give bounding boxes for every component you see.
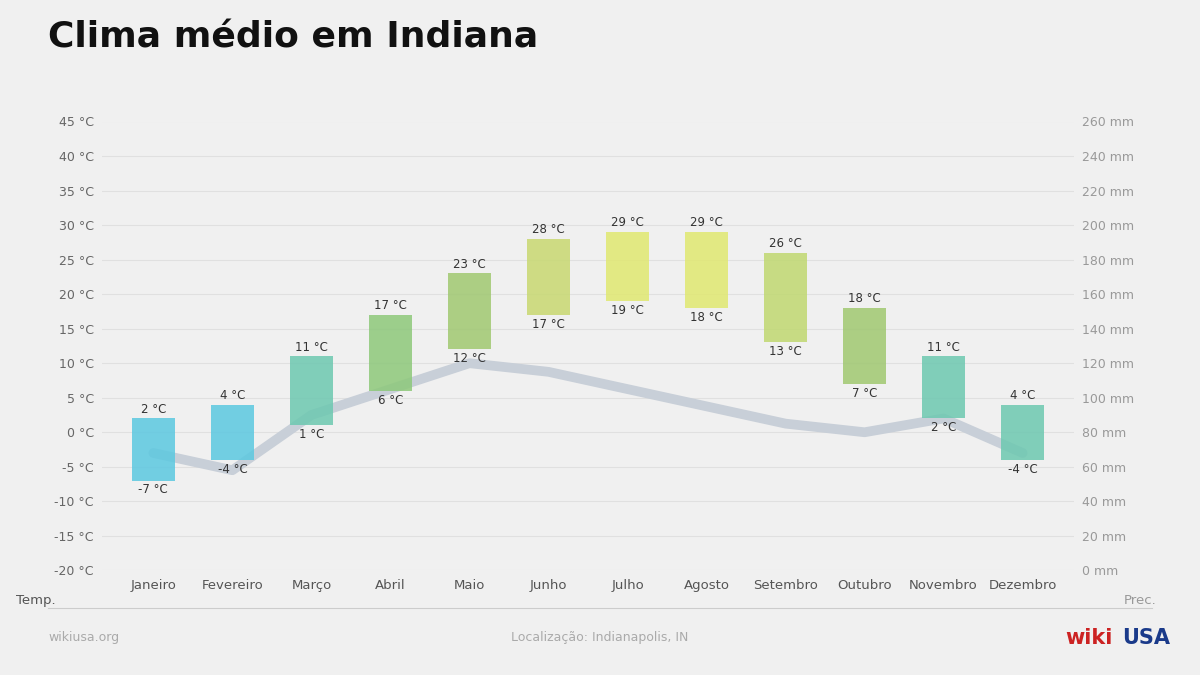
Text: -7 °C: -7 °C	[138, 483, 168, 496]
Text: Clima médio em Indiana: Clima médio em Indiana	[48, 20, 539, 54]
Text: 29 °C: 29 °C	[611, 216, 644, 230]
Bar	[448, 273, 491, 350]
Bar	[606, 232, 649, 301]
Text: 28 °C: 28 °C	[532, 223, 565, 236]
Bar	[685, 232, 728, 308]
Bar	[764, 252, 808, 342]
Text: 11 °C: 11 °C	[928, 340, 960, 354]
Bar	[527, 239, 570, 315]
Text: 19 °C: 19 °C	[611, 304, 644, 317]
Bar	[922, 356, 965, 418]
Text: wikiusa.org: wikiusa.org	[48, 631, 119, 645]
Text: 4 °C: 4 °C	[1010, 389, 1036, 402]
Text: 26 °C: 26 °C	[769, 237, 802, 250]
Text: 2 °C: 2 °C	[140, 403, 166, 416]
Text: wiki: wiki	[1066, 628, 1112, 648]
Text: 2 °C: 2 °C	[931, 421, 956, 434]
Text: -4 °C: -4 °C	[1008, 462, 1038, 476]
Text: USA: USA	[1122, 628, 1170, 648]
Text: 17 °C: 17 °C	[532, 318, 565, 331]
Text: -4 °C: -4 °C	[217, 462, 247, 476]
Bar	[132, 418, 175, 481]
Text: 18 °C: 18 °C	[690, 310, 722, 324]
Text: Prec.: Prec.	[1123, 594, 1157, 608]
Bar	[211, 404, 254, 460]
Text: 11 °C: 11 °C	[295, 340, 328, 354]
Text: 13 °C: 13 °C	[769, 345, 802, 358]
Text: 23 °C: 23 °C	[454, 258, 486, 271]
Text: 29 °C: 29 °C	[690, 216, 722, 230]
Text: 18 °C: 18 °C	[848, 292, 881, 305]
Text: Temp.: Temp.	[16, 594, 56, 608]
Text: Localização: Indianapolis, IN: Localização: Indianapolis, IN	[511, 631, 689, 645]
Text: 7 °C: 7 °C	[852, 387, 877, 400]
Text: 17 °C: 17 °C	[374, 299, 407, 312]
Bar	[289, 356, 334, 425]
Bar	[368, 315, 412, 391]
Text: 4 °C: 4 °C	[220, 389, 245, 402]
Bar	[842, 308, 887, 384]
Bar	[1001, 404, 1044, 460]
Text: 6 °C: 6 °C	[378, 394, 403, 406]
Text: 1 °C: 1 °C	[299, 428, 324, 441]
Text: 12 °C: 12 °C	[454, 352, 486, 365]
